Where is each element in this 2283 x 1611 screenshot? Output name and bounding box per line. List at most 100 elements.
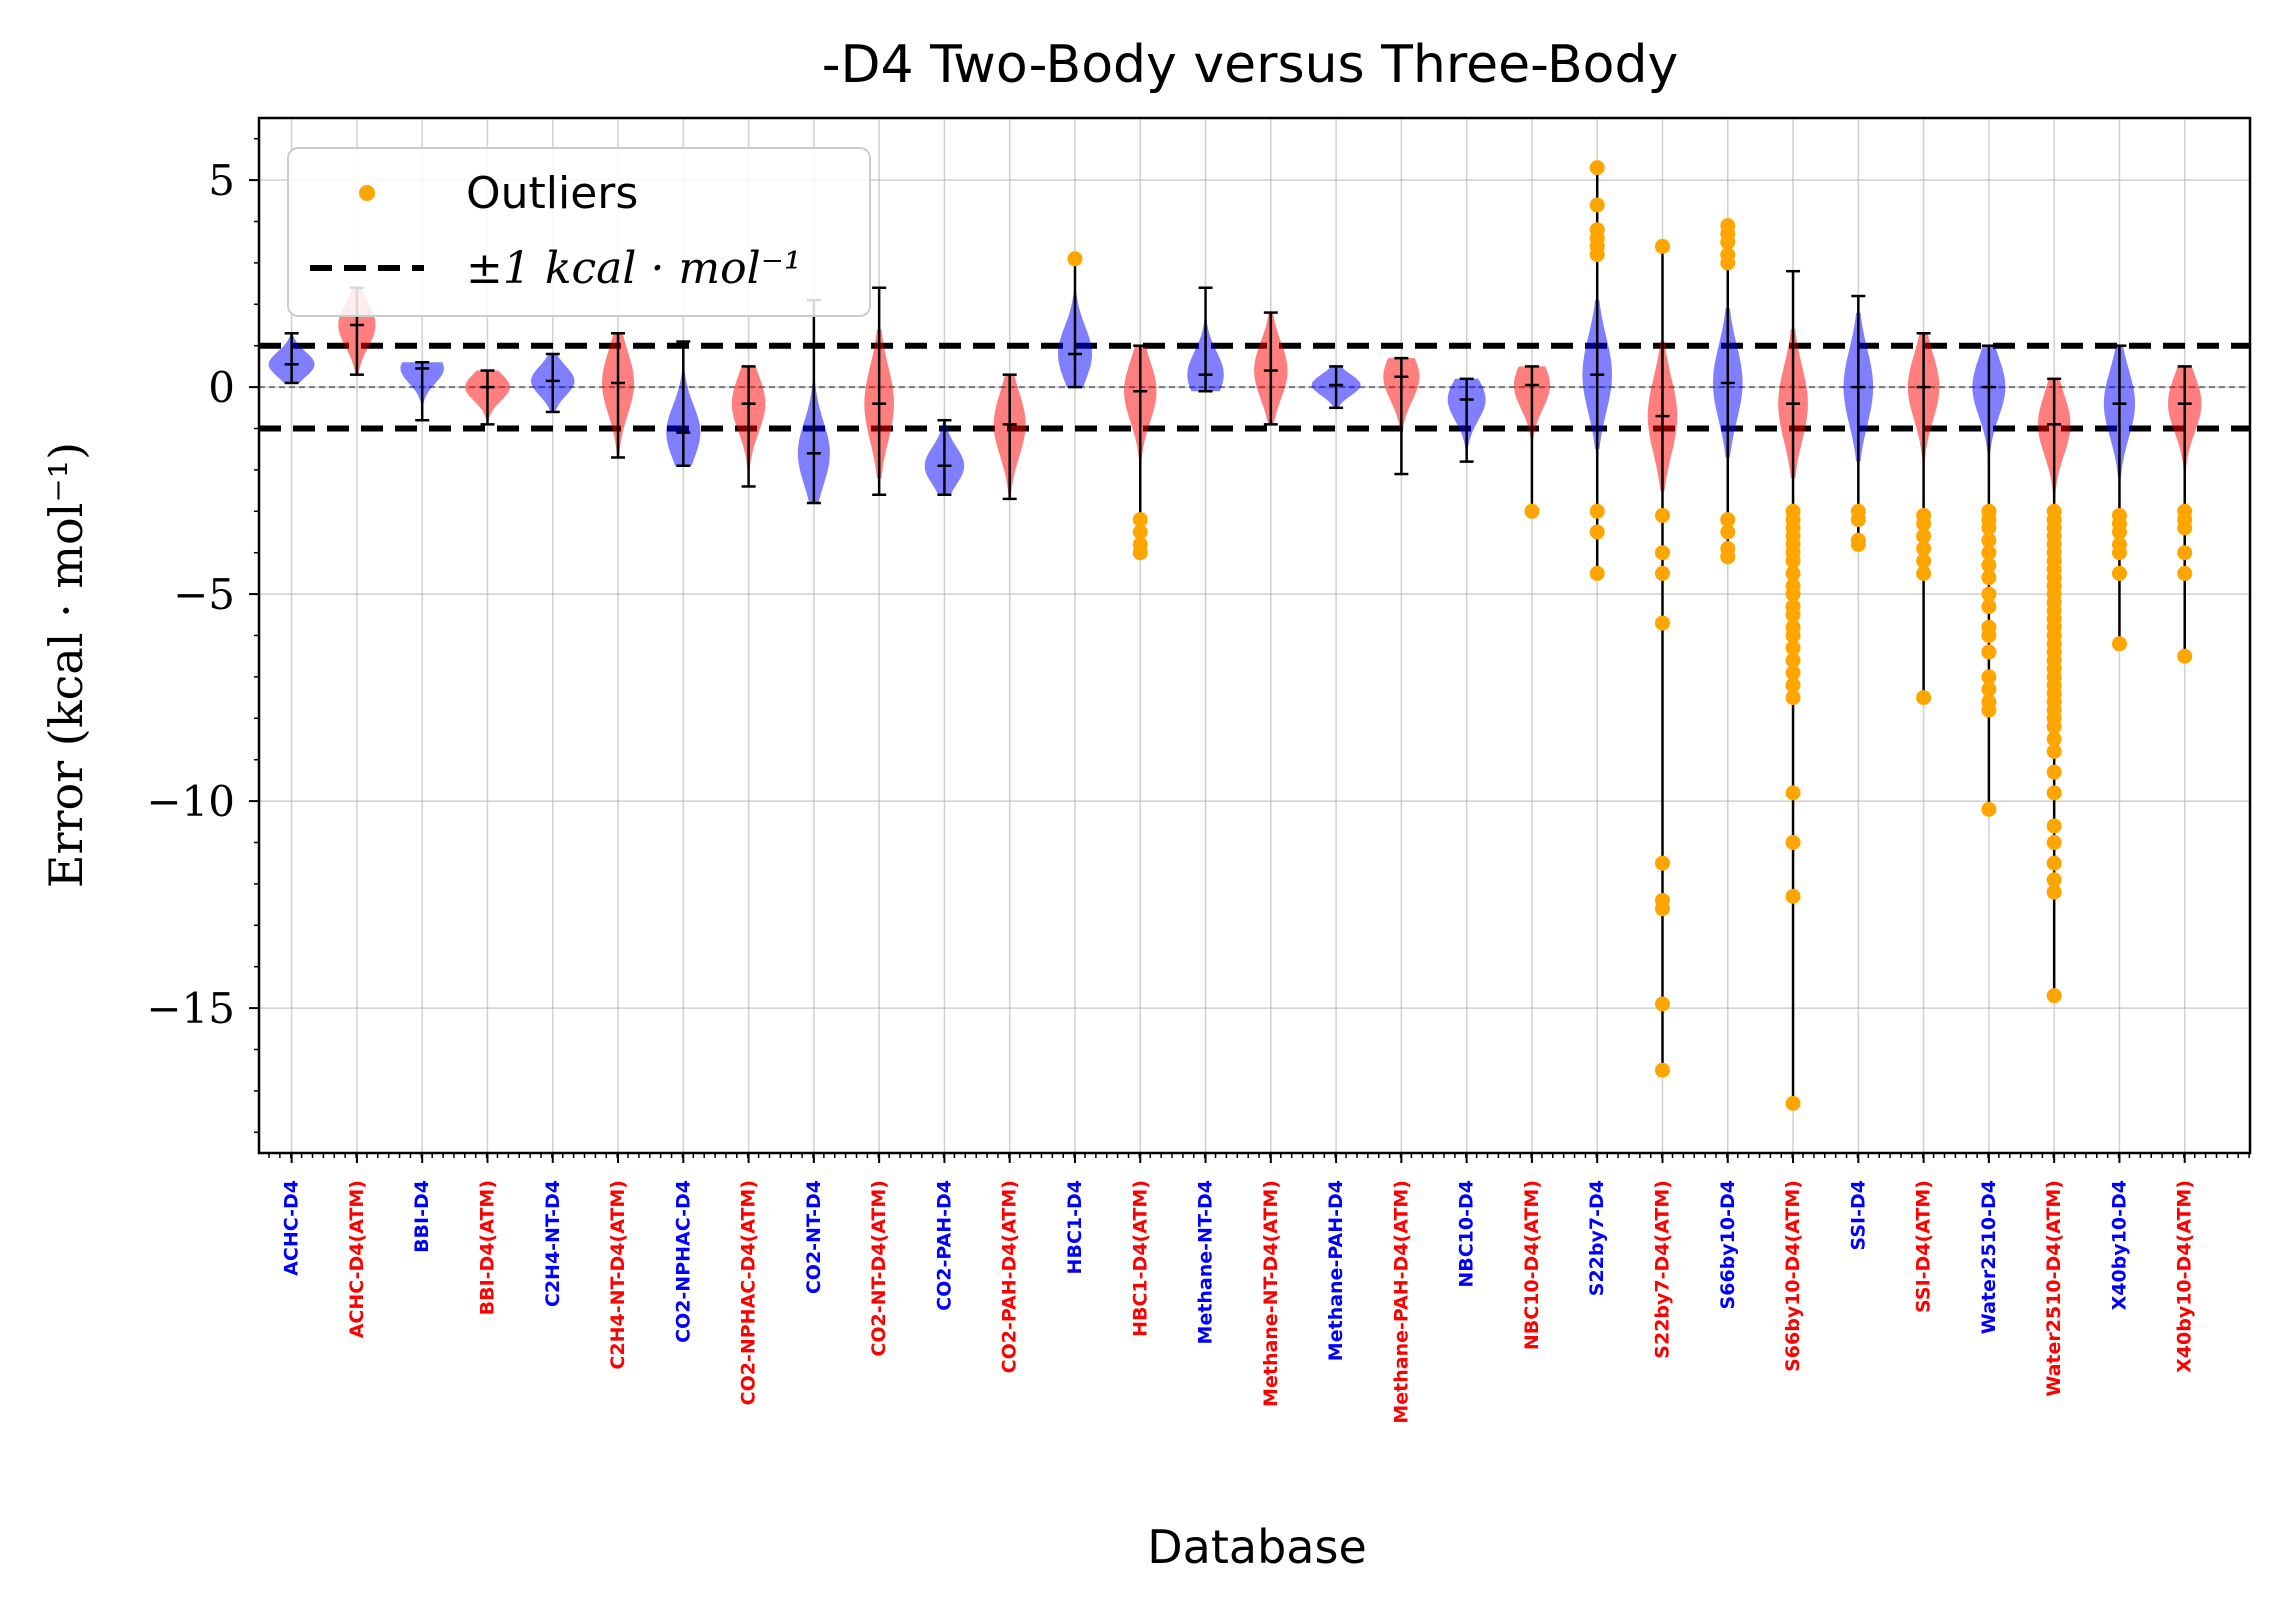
x-tick-labels: ACHC-D4 ACHC-D4(ATM) BBI-D4 BBI-D4(ATM) C2H4…: [281, 1180, 2196, 1424]
outlier-point: [1067, 251, 1083, 267]
outlier-point: [1981, 644, 1997, 660]
outlier-point: [1916, 553, 1932, 569]
outlier-point: [1981, 669, 1997, 685]
outlier-point: [1654, 901, 1670, 917]
outlier-point: [1654, 615, 1670, 631]
outlier-point: [2046, 988, 2062, 1004]
outlier-point: [1654, 565, 1670, 581]
outlier-point: [1981, 628, 1997, 643]
outlier-point: [2177, 648, 2193, 664]
outlier-point: [1654, 1062, 1670, 1078]
outlier-point: [1589, 197, 1605, 213]
x-tick-label: SSI-D4: [1847, 1180, 1869, 1250]
legend: Outliers ±1 kcal · mol⁻¹: [287, 147, 871, 317]
outlier-point: [2111, 565, 2127, 581]
outlier-point: [1916, 565, 1932, 581]
outlier-point: [2177, 545, 2193, 561]
outlier-point: [1720, 512, 1736, 528]
outlier-point: [1981, 702, 1997, 718]
outlier-point: [2046, 785, 2062, 801]
x-axis-label: Database: [1147, 1520, 1367, 1574]
outlier-point: [1981, 586, 1997, 602]
x-tick-label: S66by10-D4(ATM): [1782, 1180, 1804, 1372]
outlier-point: [2046, 731, 2062, 747]
outlier-point: [2046, 855, 2062, 871]
y-tick-label: 0: [208, 363, 235, 412]
x-tick-label: Water2510-D4(ATM): [2043, 1180, 2065, 1397]
x-tick-label: SSI-D4(ATM): [1913, 1180, 1935, 1313]
outlier-point: [2046, 764, 2062, 780]
outlier-point: [1720, 524, 1736, 540]
y-tick-label: 5: [208, 156, 235, 205]
legend-outlier-marker: [359, 185, 375, 201]
x-tick-label: Methane-NT-D4(ATM): [1260, 1180, 1282, 1407]
y-tick-labels: 5 0 −5 −10 −15: [146, 156, 235, 1033]
outlier-point: [1916, 690, 1932, 706]
outlier-point: [1132, 545, 1148, 561]
outlier-point: [1981, 570, 1997, 586]
outlier-point: [2046, 743, 2062, 759]
outlier-point: [1589, 503, 1605, 519]
x-tick-label: Methane-PAH-D4: [1325, 1180, 1347, 1361]
x-tick-label: BBI-D4(ATM): [476, 1180, 498, 1315]
outlier-point: [1785, 888, 1801, 904]
y-tick-label: −15: [146, 984, 235, 1033]
x-tick-label: ACHC-D4: [281, 1180, 303, 1276]
outlier-point: [2046, 818, 2062, 834]
outlier-point: [1720, 255, 1736, 271]
outlier-point: [1785, 1095, 1801, 1111]
outlier-point: [1981, 801, 1997, 817]
x-tick-label: X40by10-D4(ATM): [2174, 1180, 2196, 1373]
outlier-point: [1981, 681, 1997, 697]
outlier-point: [1981, 532, 1997, 548]
x-tick-label: CO2-PAH-D4: [933, 1180, 955, 1311]
outlier-point: [2111, 545, 2127, 561]
x-tick-label: NBC10-D4: [1456, 1180, 1478, 1288]
outlier-point: [1589, 524, 1605, 540]
outlier-point: [1785, 835, 1801, 850]
legend-outliers-label: Outliers: [466, 168, 638, 219]
outlier-point: [1916, 516, 1932, 532]
outlier-point: [1981, 545, 1997, 561]
outlier-point: [2177, 565, 2193, 581]
outlier-point: [1524, 503, 1540, 519]
outlier-point: [2046, 835, 2062, 850]
outlier-point: [1981, 520, 1997, 536]
outlier-points: [1067, 160, 2193, 1111]
outlier-point: [1785, 565, 1801, 581]
x-tick-label: Methane-PAH-D4(ATM): [1390, 1180, 1412, 1424]
outlier-point: [1785, 553, 1801, 569]
outlier-point: [1981, 599, 1997, 615]
y-axis-label: Error (kcal · mol⁻¹): [39, 442, 93, 888]
outlier-point: [1785, 640, 1801, 656]
outlier-point: [1785, 665, 1801, 681]
outlier-point: [1589, 565, 1605, 581]
outlier-point: [1132, 512, 1148, 528]
outlier-point: [1654, 545, 1670, 561]
outlier-point: [1785, 785, 1801, 801]
y-tick-label: −10: [146, 777, 235, 826]
outlier-point: [1654, 238, 1670, 254]
x-tick-label: CO2-NT-D4(ATM): [868, 1180, 890, 1357]
outlier-point: [1654, 855, 1670, 871]
x-tick-label: CO2-NT-D4: [803, 1180, 825, 1294]
x-tick-label: Water2510-D4: [1978, 1180, 2000, 1334]
outlier-point: [1850, 512, 1866, 528]
outlier-point: [1720, 234, 1736, 250]
x-tick-label: X40by10-D4: [2108, 1180, 2130, 1310]
outlier-point: [2111, 636, 2127, 652]
x-tick-label: CO2-NPHAC-D4: [672, 1180, 694, 1343]
outlier-point: [1850, 536, 1866, 552]
x-tick-label: ACHC-D4(ATM): [346, 1180, 368, 1338]
x-tick-label: C2H4-NT-D4(ATM): [607, 1180, 629, 1370]
outlier-point: [1785, 607, 1801, 623]
x-tick-label: CO2-NPHAC-D4(ATM): [738, 1180, 760, 1405]
outlier-point: [1720, 549, 1736, 565]
x-tick-label: C2H4-NT-D4: [542, 1180, 564, 1307]
outlier-point: [1589, 160, 1605, 176]
outlier-point: [1916, 528, 1932, 544]
y-tick-label: −5: [173, 570, 235, 619]
outlier-point: [1654, 996, 1670, 1012]
outlier-point: [1654, 507, 1670, 523]
